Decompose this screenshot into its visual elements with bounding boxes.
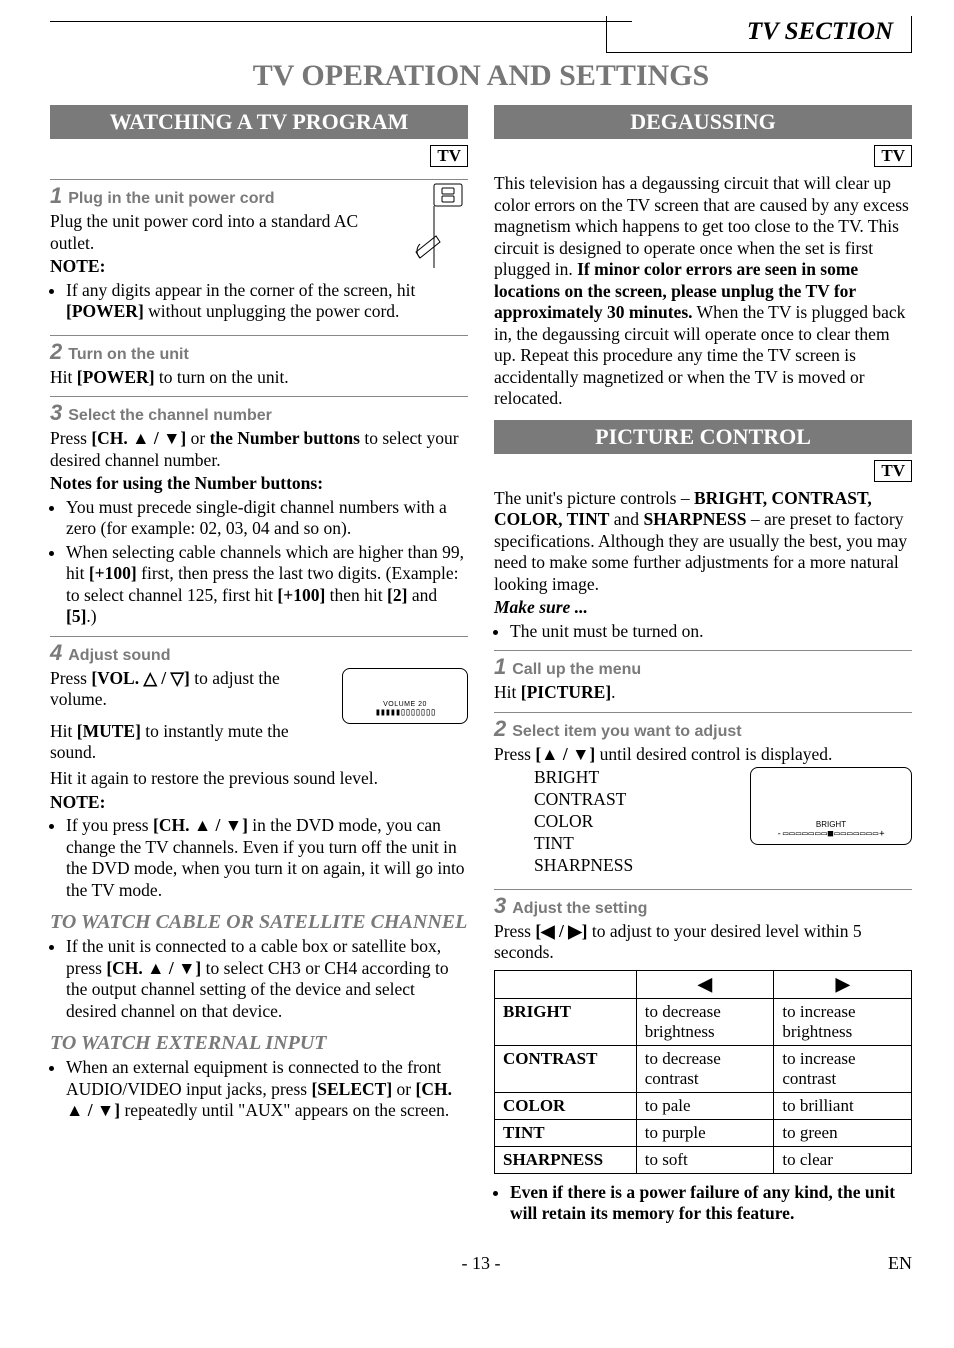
step2-title: Turn on the unit [68,346,189,363]
step3-title: Select the channel number [68,407,272,424]
right-arrow-icon: ▶ [836,974,850,994]
sub2-bullet: When an external equipment is connected … [66,1057,468,1122]
table-row: COLORto paleto brilliant [495,1092,912,1119]
step1-note-label: NOTE: [50,256,468,278]
step4-note-bullet: If you press [CH. ▲ / ▼] in the DVD mode… [66,815,468,901]
step3-notes-h: Notes for using the Number buttons: [50,473,468,495]
sub1-h: TO WATCH CABLE OR SATELLITE CHANNEL [50,911,468,934]
step4-p3: Hit it again to restore the previous sou… [50,768,468,790]
pc-step1-title: Call up the menu [512,661,641,678]
page-number: - 13 - [110,1253,852,1274]
power-cord-icon [412,182,468,268]
lang-code: EN [852,1253,912,1274]
table-row: CONTRASTto decrease contrastto increase … [495,1045,912,1092]
step2-num: 2 [50,339,62,364]
step1-body: Plug the unit power cord into a standard… [50,211,468,254]
pc-step3-num: 3 [494,893,506,918]
pc-step2-num: 2 [494,716,506,741]
step4-num: 4 [50,640,62,665]
step3-b1: You must precede single-digit channel nu… [66,497,468,540]
pc-ms-bullet: The unit must be turned on. [510,621,912,643]
step4-note-label: NOTE: [50,792,468,814]
step3-p1: Press [CH. ▲ / ▼] or the Number buttons … [50,428,468,471]
tv-section-header: TV SECTION [606,16,912,53]
step4-title: Adjust sound [68,647,170,664]
tv-badge-pc: TV [874,460,912,482]
table-row: BRIGHTto decrease brightnessto increase … [495,998,912,1045]
watching-chip: WATCHING A TV PROGRAM [50,105,468,139]
tv-badge-left: TV [430,145,468,167]
pc-step2-body: Press [▲ / ▼] until desired control is d… [494,744,912,766]
pc-footnote: Even if there is a power failure of any … [510,1182,912,1225]
table-row: SHARPNESSto softto clear [495,1146,912,1173]
step2-body: Hit [POWER] to turn on the unit. [50,367,468,389]
bright-osd: BRIGHT -▭▭▭▭▭▭▭■▭▭▭▭▭▭▭+ [750,767,912,845]
pc-step3-body: Press [◀ / ▶] to adjust to your desired … [494,921,912,964]
step3-num: 3 [50,400,62,425]
degaussing-chip: DEGAUSSING [494,105,912,139]
left-arrow-icon: ◀ [698,974,712,994]
tv-badge-dg: TV [874,145,912,167]
step3-b2: When selecting cable channels which are … [66,542,468,628]
sub2-h: TO WATCH EXTERNAL INPUT [50,1032,468,1055]
pc-step1-num: 1 [494,654,506,679]
pc-step3-title: Adjust the setting [512,900,647,917]
volume-osd: VOLUME 20 ▮▮▮▮▮▯▯▯▯▯▯▯ [342,668,468,724]
pc-step1-body: Hit [PICTURE]. [494,682,912,704]
step1-note-bullet: If any digits appear in the corner of th… [66,280,468,323]
step1-num: 1 [50,183,62,208]
picture-settings-table: ◀ ▶ BRIGHTto decrease brightnessto incre… [494,970,912,1174]
dg-body: This television has a degaussing circuit… [494,173,912,410]
page-title: TV OPERATION AND SETTINGS [50,59,912,93]
picture-control-chip: PICTURE CONTROL [494,420,912,454]
pc-step2-title: Select item you want to adjust [512,723,741,740]
pc-makesure: Make sure ... [494,597,912,619]
step4-p2: Hit [MUTE] to instantly mute the sound. [50,721,468,764]
table-row: TINTto purpleto green [495,1119,912,1146]
pc-intro: The unit's picture controls – BRIGHT, CO… [494,488,912,596]
step1-title: Plug in the unit power cord [68,190,274,207]
sub1-bullet: If the unit is connected to a cable box … [66,936,468,1022]
